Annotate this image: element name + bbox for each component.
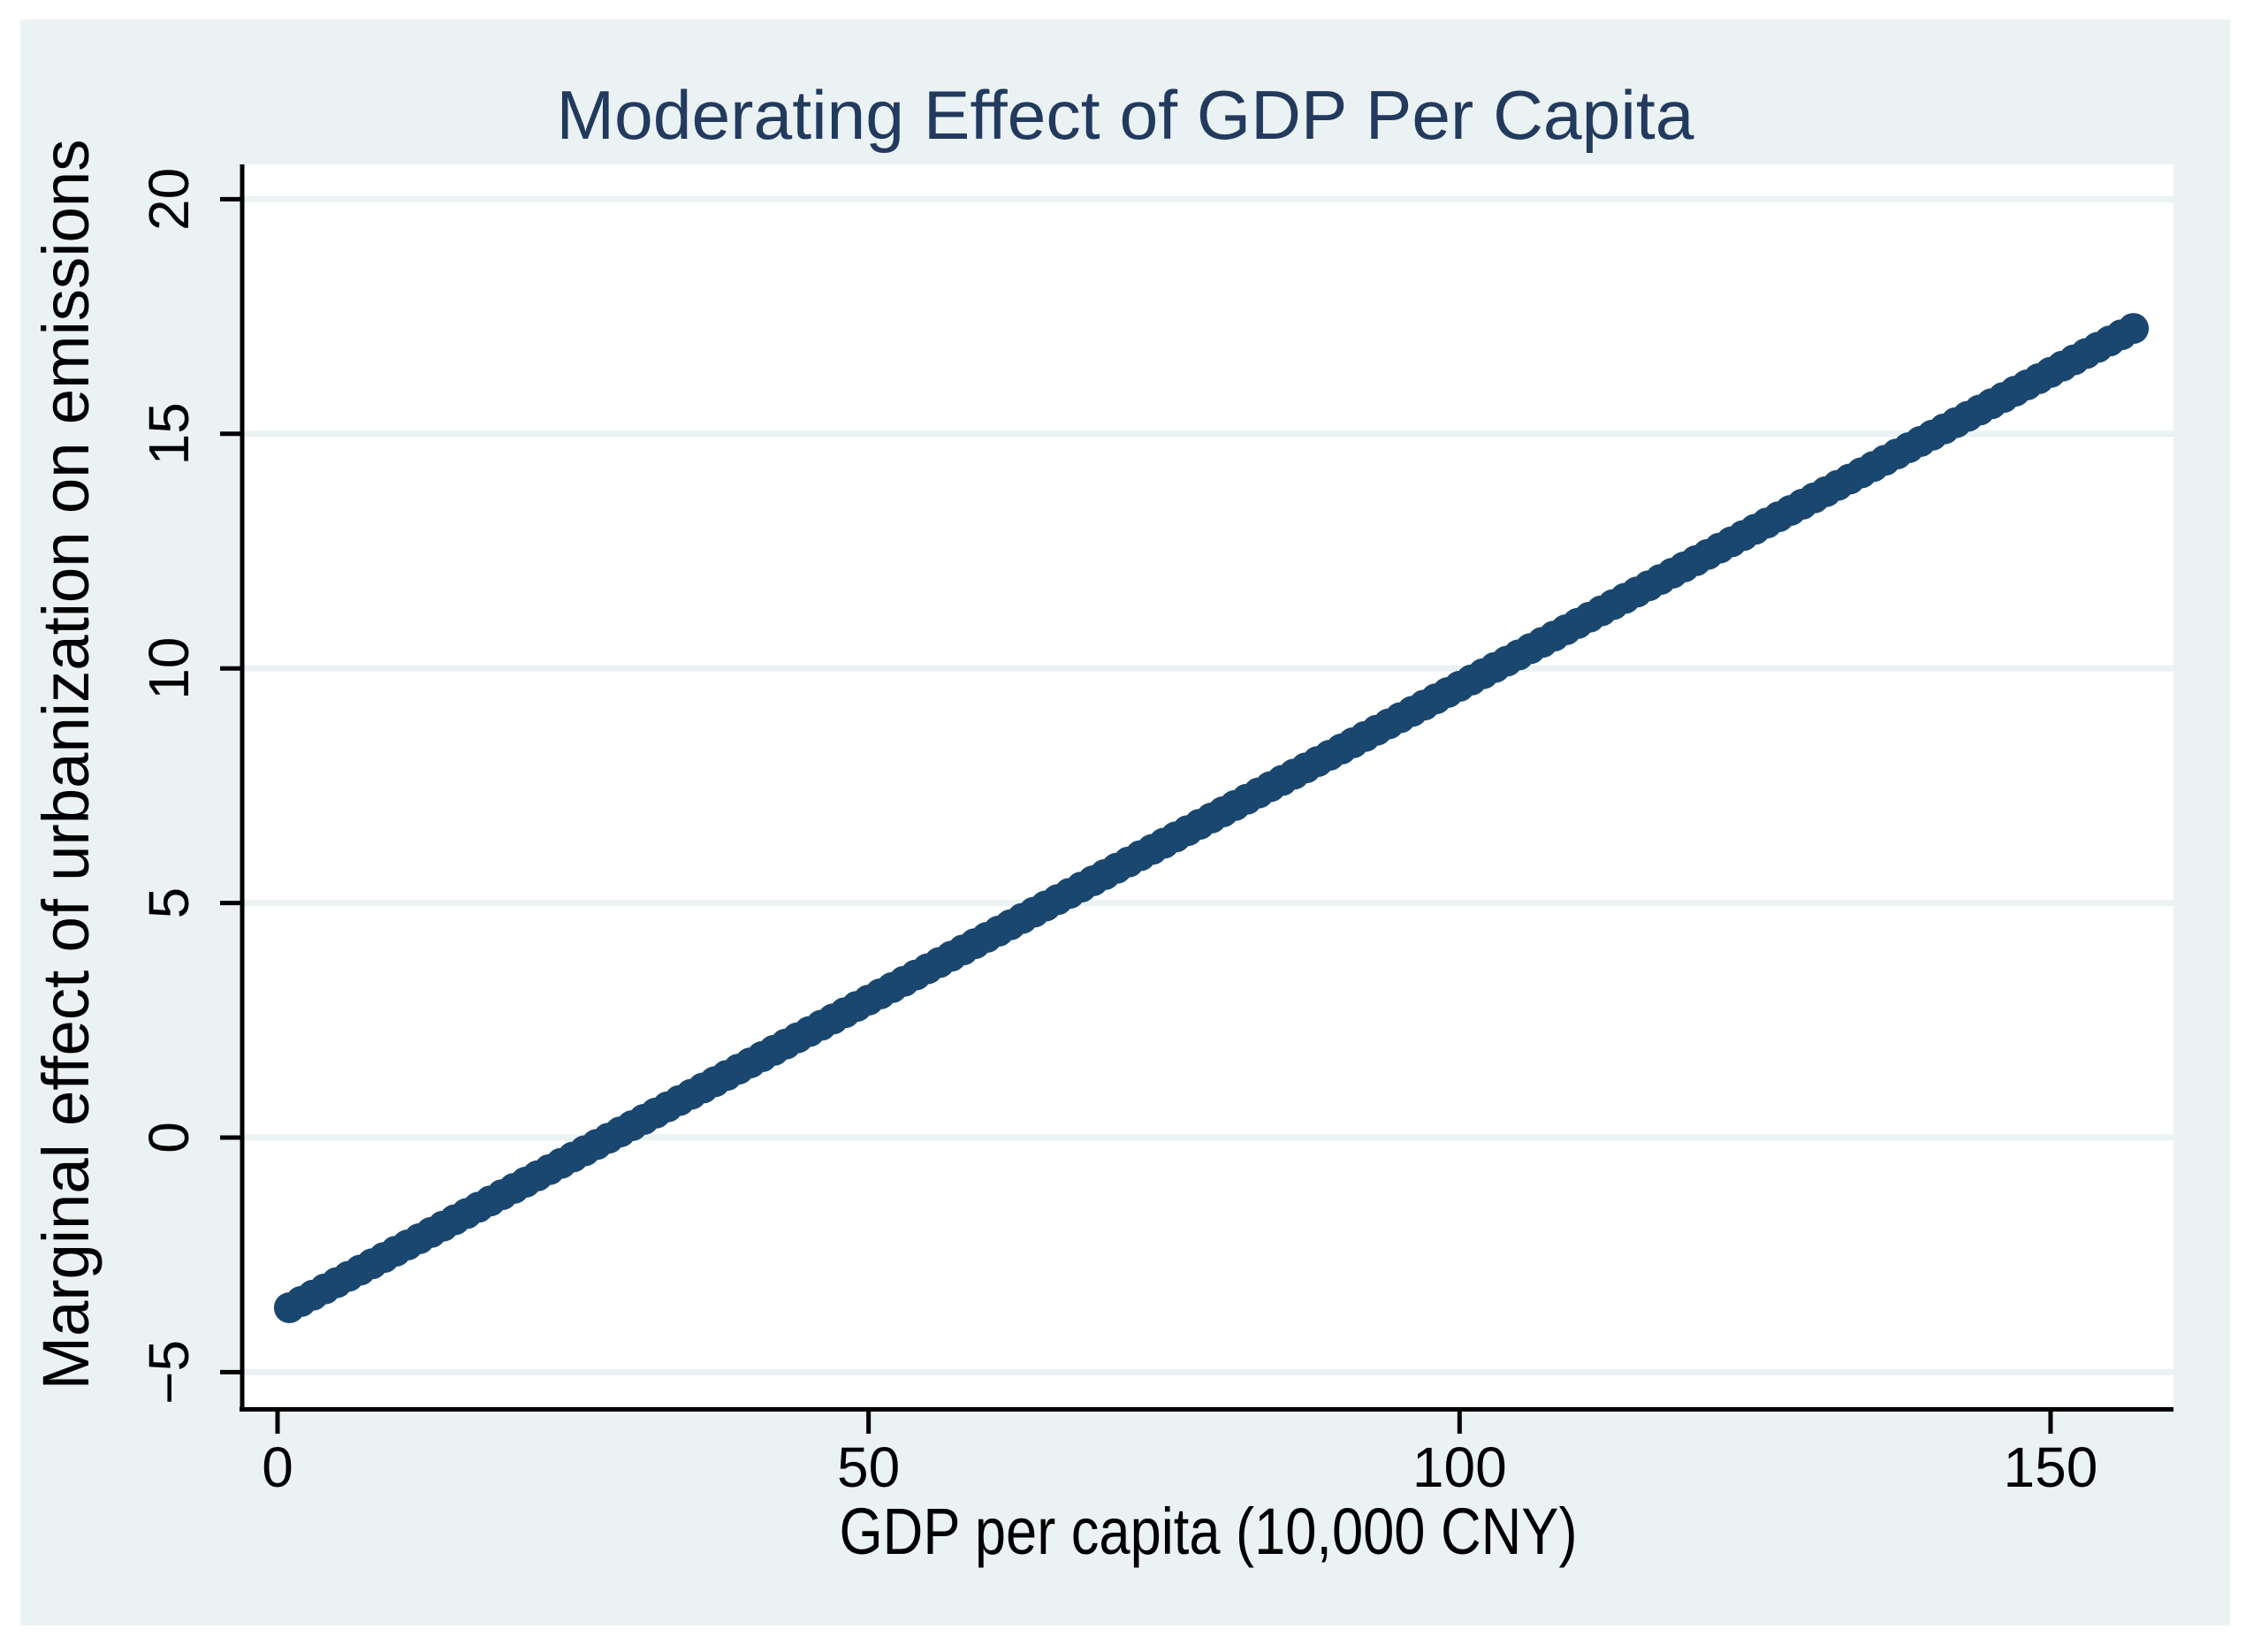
x-tick-label: 0 — [262, 1435, 293, 1499]
y-tick-label: 10 — [137, 637, 201, 700]
y-axis-title: Marginal effect of urbanization on emiss… — [29, 140, 103, 1390]
x-tick-label: 50 — [837, 1435, 900, 1499]
chart-title: Moderating Effect of GDP Per Capita — [557, 76, 1695, 154]
y-tick-label: 20 — [137, 168, 201, 231]
y-axis-ticks: −5 0 5 10 15 20 — [137, 168, 242, 1405]
data-point — [2118, 313, 2150, 345]
y-tick-label: 5 — [137, 887, 201, 919]
y-tick-label: −5 — [137, 1340, 201, 1405]
gridlines — [243, 195, 2173, 1375]
data-series — [273, 313, 2150, 1323]
x-tick-label: 100 — [1412, 1435, 1507, 1499]
y-tick-label: 0 — [137, 1122, 201, 1153]
plot-area — [243, 164, 2173, 1407]
x-tick-label: 150 — [2004, 1435, 2098, 1499]
x-axis-ticks: 0 50 100 150 — [262, 1409, 2098, 1499]
x-axis-title: GDP per capita (10,000 CNY) — [840, 1495, 1578, 1568]
y-tick-label: 15 — [137, 402, 201, 465]
